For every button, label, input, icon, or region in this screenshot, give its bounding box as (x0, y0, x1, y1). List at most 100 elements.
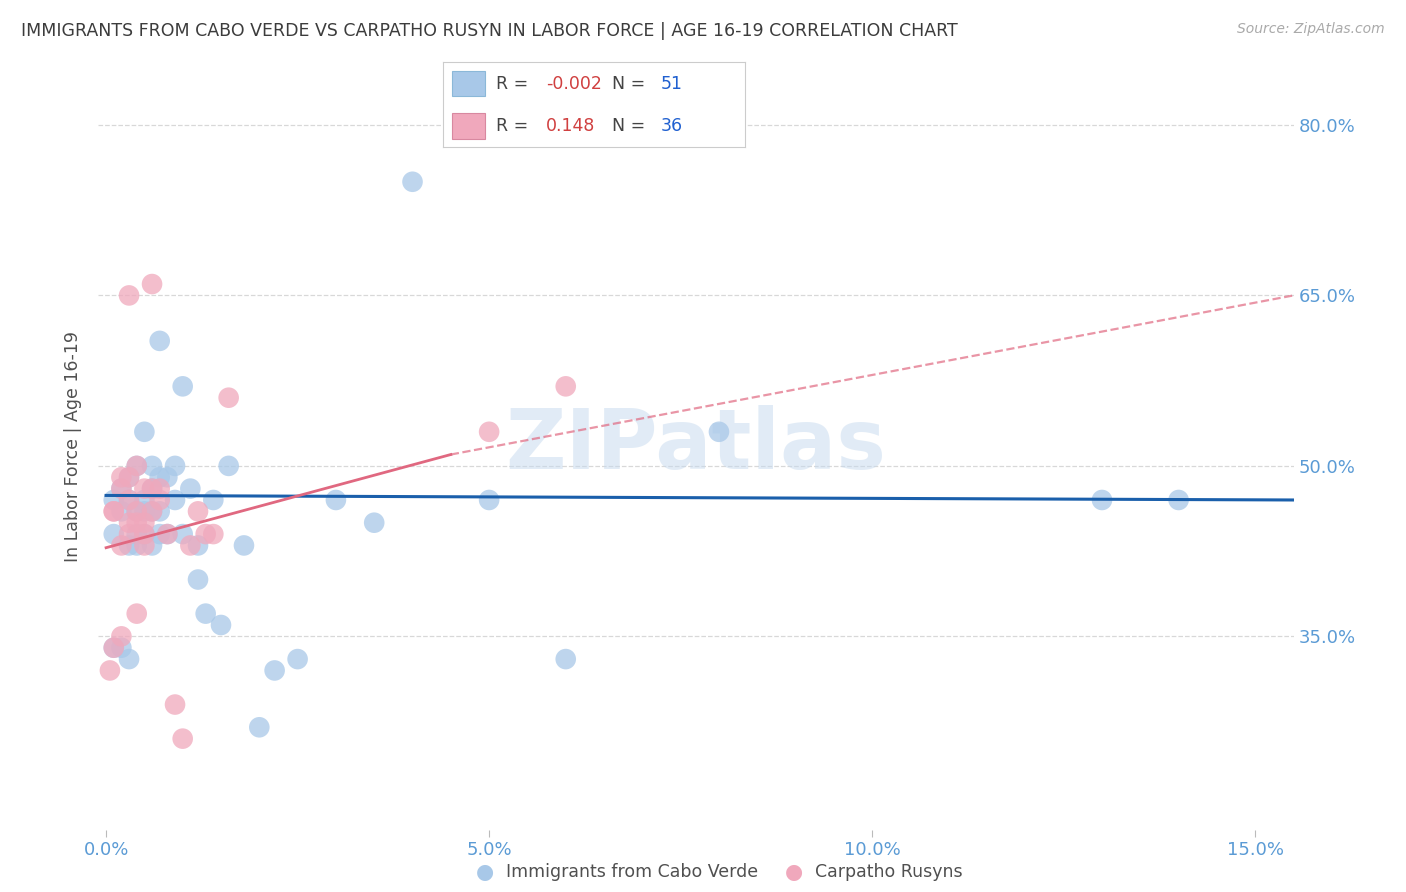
Point (125, 458, 148, 473)
Point (202, 493, 225, 508)
Point (118, 470, 141, 484)
Point (118, 652, 141, 666)
Point (149, 334, 172, 348)
Point (110, 538, 132, 552)
Point (187, 504, 209, 518)
Point (134, 425, 156, 439)
Point (110, 629, 132, 643)
Point (707, 425, 730, 439)
Point (103, 504, 125, 518)
Point (172, 731, 194, 746)
Point (179, 538, 201, 552)
Text: 36: 36 (661, 117, 683, 135)
Point (141, 504, 163, 518)
Point (401, 175, 423, 189)
Point (141, 277, 163, 291)
Point (103, 493, 125, 508)
Text: ●: ● (786, 863, 803, 882)
Point (125, 504, 148, 518)
FancyBboxPatch shape (451, 71, 485, 96)
Point (141, 482, 163, 496)
Point (125, 458, 148, 473)
Point (163, 458, 186, 473)
Point (179, 482, 201, 496)
Point (125, 538, 148, 552)
Point (156, 527, 179, 541)
Point (110, 482, 132, 496)
Point (156, 527, 179, 541)
Point (149, 493, 172, 508)
Point (194, 527, 217, 541)
Point (103, 640, 125, 655)
Point (194, 607, 217, 621)
Point (149, 527, 172, 541)
Point (187, 573, 209, 587)
Point (134, 504, 156, 518)
Text: R =: R = (496, 117, 529, 135)
Point (263, 664, 285, 678)
Point (478, 425, 501, 439)
FancyBboxPatch shape (451, 113, 485, 139)
Point (1167, 493, 1189, 508)
Point (103, 504, 125, 518)
Point (110, 482, 132, 496)
Point (325, 493, 347, 508)
Text: Source: ZipAtlas.com: Source: ZipAtlas.com (1237, 22, 1385, 37)
Point (134, 493, 156, 508)
Point (118, 470, 141, 484)
Point (134, 516, 156, 530)
Point (110, 504, 132, 518)
Point (125, 504, 148, 518)
Point (172, 527, 194, 541)
Point (218, 458, 240, 473)
Point (118, 288, 141, 302)
Point (125, 527, 148, 541)
Point (163, 698, 186, 712)
Point (287, 652, 309, 666)
Text: ZIPatlas: ZIPatlas (506, 406, 886, 486)
Point (134, 527, 156, 541)
Text: N =: N = (612, 117, 645, 135)
Point (209, 618, 232, 632)
Point (233, 538, 256, 552)
Point (118, 493, 141, 508)
Point (134, 538, 156, 552)
Point (149, 504, 172, 518)
Point (149, 482, 172, 496)
Point (554, 652, 576, 666)
Point (118, 493, 141, 508)
Point (554, 379, 576, 393)
Point (163, 493, 186, 508)
Point (156, 470, 179, 484)
Point (134, 527, 156, 541)
Point (125, 516, 148, 530)
Point (363, 516, 385, 530)
Text: R =: R = (496, 75, 529, 93)
Point (141, 504, 163, 518)
Point (98, 664, 121, 678)
Point (103, 527, 125, 541)
Point (202, 527, 225, 541)
Point (110, 640, 132, 655)
Point (141, 482, 163, 496)
Point (141, 538, 163, 552)
Text: ●: ● (477, 863, 494, 882)
Point (172, 379, 194, 393)
Point (218, 391, 240, 405)
Point (134, 482, 156, 496)
Point (247, 720, 270, 734)
Point (1091, 493, 1114, 508)
Point (118, 527, 141, 541)
Text: -0.002: -0.002 (546, 75, 602, 93)
Text: Carpatho Rusyns: Carpatho Rusyns (815, 863, 963, 881)
Text: 51: 51 (661, 75, 682, 93)
Point (187, 538, 209, 552)
Point (110, 470, 132, 484)
Point (118, 516, 141, 530)
Point (141, 458, 163, 473)
Point (125, 607, 148, 621)
Point (478, 493, 501, 508)
Text: IMMIGRANTS FROM CABO VERDE VS CARPATHO RUSYN IN LABOR FORCE | AGE 16-19 CORRELAT: IMMIGRANTS FROM CABO VERDE VS CARPATHO R… (21, 22, 957, 40)
Point (103, 640, 125, 655)
Text: 0.148: 0.148 (546, 117, 595, 135)
